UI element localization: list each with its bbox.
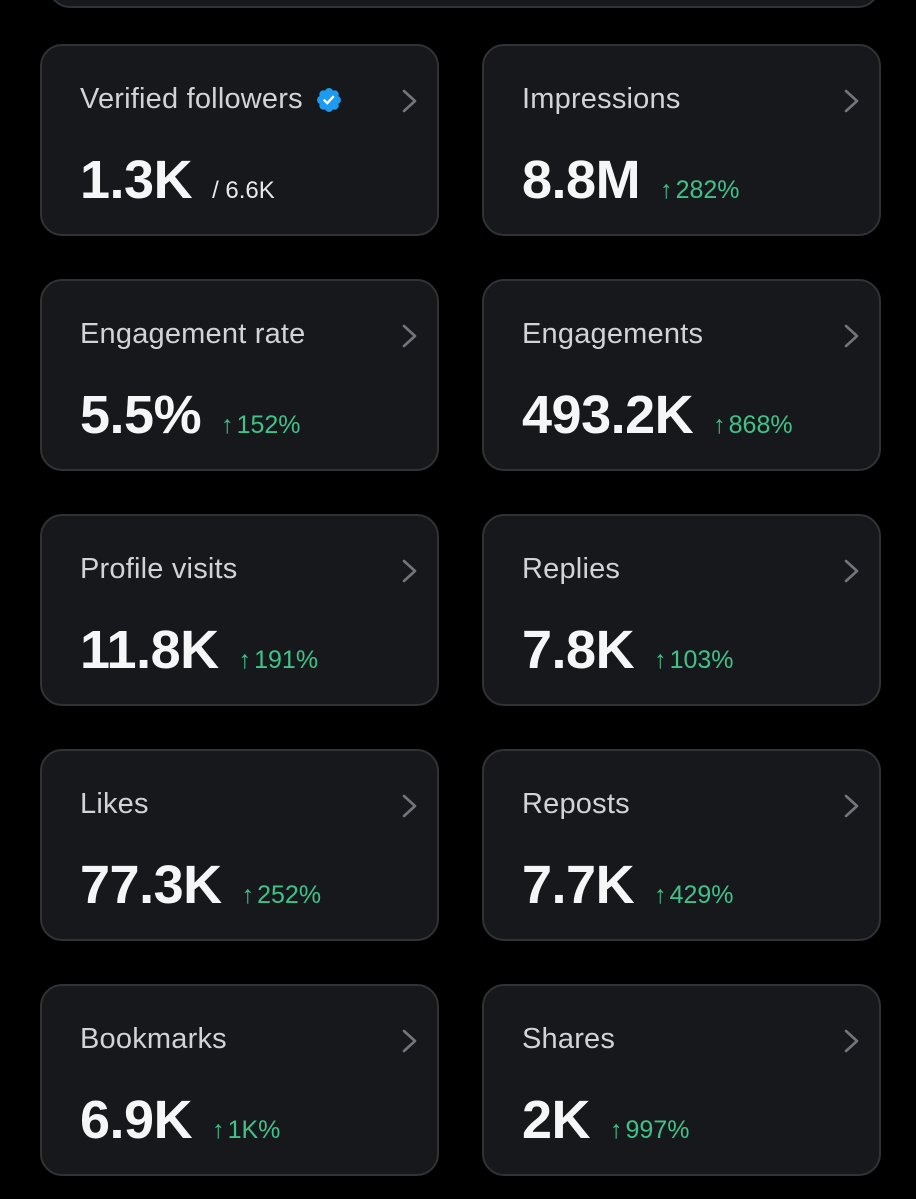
metric-change-value: 429% xyxy=(669,881,734,909)
metric-value: 77.3K xyxy=(80,855,222,915)
arrow-up-icon: ↑ xyxy=(610,1116,623,1144)
metric-value-row: 6.9K ↑ 1K% xyxy=(80,1089,280,1151)
metric-change: ↑ 152% xyxy=(221,411,300,440)
metric-label-row: Verified followers xyxy=(80,83,343,116)
chevron-right-icon xyxy=(844,794,859,818)
metric-value: 493.2K xyxy=(522,385,694,445)
metric-value-row: 5.5% ↑ 152% xyxy=(80,384,301,446)
metric-value-row: 1.3K / 6.6K xyxy=(80,149,275,211)
metric-value: 8.8M xyxy=(522,150,641,210)
chevron-right-icon xyxy=(844,89,859,113)
metric-change: ↑ 1K% xyxy=(212,1116,280,1145)
metric-label: Engagements xyxy=(522,318,704,350)
arrow-up-icon: ↑ xyxy=(212,1116,225,1144)
previous-card-edge xyxy=(48,0,880,8)
metric-value: 5.5% xyxy=(80,385,202,445)
metric-change: ↑ 997% xyxy=(610,1116,689,1145)
chevron-right-icon xyxy=(402,1029,417,1053)
arrow-up-icon: ↑ xyxy=(221,411,234,439)
metric-label: Replies xyxy=(522,553,621,585)
metric-change: ↑ 191% xyxy=(239,646,318,675)
metric-label: Reposts xyxy=(522,788,630,820)
metric-card-engagements[interactable]: Engagements 493.2K ↑ 868% xyxy=(482,279,881,471)
chevron-right-icon xyxy=(402,89,417,113)
metric-card-impressions[interactable]: Impressions 8.8M ↑ 282% xyxy=(482,44,881,236)
arrow-up-icon: ↑ xyxy=(238,646,252,674)
metric-label: Profile visits xyxy=(80,553,238,585)
metric-change-value: 252% xyxy=(257,881,322,909)
metric-value-row: 493.2K ↑ 868% xyxy=(522,384,793,446)
metric-value-row: 7.8K ↑ 103% xyxy=(522,619,734,681)
metric-value-row: 2K ↑ 997% xyxy=(522,1089,689,1151)
metric-label: Shares xyxy=(522,1023,616,1055)
metric-label: Verified followers xyxy=(80,83,303,115)
metric-card-bookmarks[interactable]: Bookmarks 6.9K ↑ 1K% xyxy=(40,984,439,1176)
metric-change-value: 868% xyxy=(728,411,793,439)
metric-value-row: 8.8M ↑ 282% xyxy=(522,149,740,211)
arrow-up-icon: ↑ xyxy=(713,411,726,439)
metric-card-shares[interactable]: Shares 2K ↑ 997% xyxy=(482,984,881,1176)
metric-label: Likes xyxy=(80,788,149,820)
metric-change-value: 1K% xyxy=(227,1116,281,1144)
verified-badge-icon xyxy=(316,87,341,112)
metric-total: / 6.6K xyxy=(212,177,275,204)
metric-change-value: 152% xyxy=(236,411,301,439)
metric-label: Bookmarks xyxy=(80,1023,227,1055)
metric-value: 7.7K xyxy=(522,855,635,915)
metric-label: Engagement rate xyxy=(80,318,306,350)
metric-value: 1.3K xyxy=(80,150,193,210)
metric-change-value: 997% xyxy=(625,1116,690,1144)
metric-card-verified-followers[interactable]: Verified followers 1.3K / 6.6K xyxy=(40,44,439,236)
chevron-right-icon xyxy=(402,324,417,348)
metric-card-likes[interactable]: Likes 77.3K ↑ 252% xyxy=(40,749,439,941)
metric-card-replies[interactable]: Replies 7.8K ↑ 103% xyxy=(482,514,881,706)
metric-value-row: 11.8K ↑ 191% xyxy=(80,619,318,681)
metric-card-profile-visits[interactable]: Profile visits 11.8K ↑ 191% xyxy=(40,514,439,706)
metric-value: 2K xyxy=(522,1090,591,1150)
metric-value-row: 7.7K ↑ 429% xyxy=(522,854,734,916)
metric-change: ↑ 868% xyxy=(713,411,792,440)
metric-value: 6.9K xyxy=(80,1090,193,1150)
metric-change: ↑ 252% xyxy=(242,881,321,910)
metric-value: 7.8K xyxy=(522,620,635,680)
chevron-right-icon xyxy=(844,324,859,348)
arrow-up-icon: ↑ xyxy=(660,176,673,204)
metric-change-value: 282% xyxy=(675,176,740,204)
arrow-up-icon: ↑ xyxy=(241,881,255,909)
metric-card-reposts[interactable]: Reposts 7.7K ↑ 429% xyxy=(482,749,881,941)
metric-change: ↑ 282% xyxy=(660,176,739,205)
metric-card-engagement-rate[interactable]: Engagement rate 5.5% ↑ 152% xyxy=(40,279,439,471)
metric-change-value: 191% xyxy=(254,646,319,674)
metric-change-value: 103% xyxy=(669,646,734,674)
chevron-right-icon xyxy=(844,559,859,583)
chevron-right-icon xyxy=(402,559,417,583)
metric-value: 11.8K xyxy=(80,620,219,680)
metric-change: ↑ 103% xyxy=(654,646,733,675)
arrow-up-icon: ↑ xyxy=(654,646,667,674)
chevron-right-icon xyxy=(402,794,417,818)
chevron-right-icon xyxy=(844,1029,859,1053)
metric-change: ↑ 429% xyxy=(654,881,733,910)
arrow-up-icon: ↑ xyxy=(654,881,667,909)
metric-value-row: 77.3K ↑ 252% xyxy=(80,854,321,916)
metric-label: Impressions xyxy=(522,83,681,115)
